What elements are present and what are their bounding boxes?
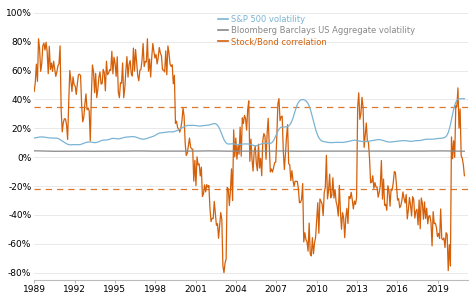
Legend: S&P 500 volatility, Bloomberg Barclays US Aggregate volatility, Stock/Bond corre: S&P 500 volatility, Bloomberg Barclays U… bbox=[218, 15, 415, 46]
